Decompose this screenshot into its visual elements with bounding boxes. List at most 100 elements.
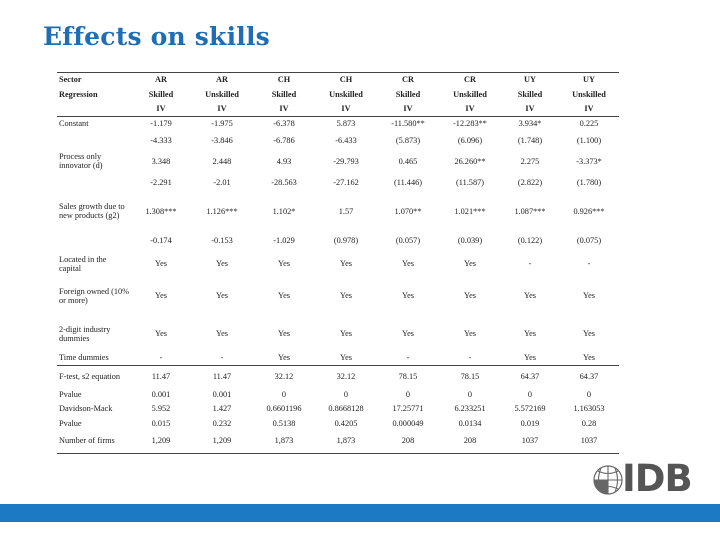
table-cell: (0.978): [333, 236, 359, 246]
table-cell: 1.427: [212, 404, 232, 414]
table-cell: Yes: [463, 329, 477, 339]
table-cell: 1,209: [191, 430, 253, 454]
table-cell: 64.37: [559, 365, 619, 390]
table-cell: 1.070**: [394, 206, 422, 216]
table-cell: -: [587, 259, 591, 269]
idb-logo-text: IDB: [622, 457, 693, 500]
table-cell: (0.075): [576, 236, 602, 246]
table-row: Process only innovator (d) 3.348 2.448 4.93…: [57, 151, 619, 174]
header-cell: Unskilled: [572, 90, 606, 100]
table-cell: 0.5138: [272, 419, 296, 429]
table-cell: -1.179: [131, 116, 191, 132]
header-cell: UY: [559, 72, 619, 88]
header-cell: Unskilled: [329, 90, 363, 100]
row-label: F-test, s2 equation: [57, 365, 131, 390]
table-cell: 0: [405, 389, 411, 399]
table-cell: 208: [439, 430, 501, 454]
table-cell: 4.93: [276, 156, 292, 166]
row-label: Constant: [57, 116, 131, 132]
header-cell: Skilled: [517, 90, 543, 100]
header-cell: IV: [403, 104, 413, 114]
header-cell: IV: [279, 104, 289, 114]
table-cell: Yes: [277, 353, 291, 363]
row-label: Number of firms: [57, 430, 131, 454]
table-row: Pvalue 0.001 0.001 0 0 0 0 0 0: [57, 390, 619, 401]
table-cell: 6.233251: [454, 404, 486, 414]
header-cell: Skilled: [148, 90, 174, 100]
table-cell: Yes: [339, 259, 353, 269]
table-cell: 1037: [559, 430, 619, 454]
table-cell: -: [406, 353, 410, 363]
table-cell: Yes: [401, 291, 415, 301]
table-cell: 26.260**: [454, 156, 486, 166]
row-label: Regression: [59, 90, 98, 100]
table-cell: -: [220, 353, 224, 363]
table-cell: 17.25771: [392, 404, 424, 414]
table-cell: Yes: [277, 291, 291, 301]
regression-table-container: Sector AR AR CH CH CR CR UY UY Regression Skilled U…: [57, 72, 619, 476]
row-label: Time dummies: [59, 353, 109, 363]
table-cell: 0: [343, 389, 349, 399]
header-cell: CR: [377, 72, 439, 88]
table-cell: 0.019: [520, 419, 540, 429]
table-cell: 11.47: [131, 365, 191, 390]
row-label: Sales growth due to new products (g2): [59, 202, 125, 220]
table-cell: (1.748): [517, 135, 543, 145]
table-row: F-test, s2 equation 11.47 11.47 32.12 32.12 7…: [57, 365, 619, 390]
idb-globe-icon: [593, 465, 623, 495]
table-cell: 0.926***: [573, 206, 605, 216]
table-row: -0.174 -0.153 -1.029 (0.978) (0.057) (0.039) (…: [57, 231, 619, 253]
table-cell: Yes: [154, 329, 168, 339]
table-cell: Yes: [582, 353, 596, 363]
table-cell: Yes: [277, 329, 291, 339]
table-cell: Yes: [582, 329, 596, 339]
table-cell: -2.01: [213, 178, 231, 188]
table-cell: -27.162: [333, 178, 359, 188]
header-cell: CH: [315, 72, 377, 88]
table-row: Number of firms 1,209 1,209 1,873 1,873 208 20…: [57, 430, 619, 454]
table-cell: 5.952: [151, 404, 171, 414]
table-cell: 0: [586, 389, 592, 399]
table-row: Time dummies - - Yes Yes - - Yes Yes: [57, 353, 619, 366]
table-cell: (1.780): [576, 178, 602, 188]
table-row: Sales growth due to new products (g2) 1.3…: [57, 194, 619, 231]
header-cell: Unskilled: [205, 90, 239, 100]
table-cell: 0.001: [151, 389, 171, 399]
table-cell: -6.786: [273, 135, 295, 145]
table-cell: -3.373*: [576, 156, 602, 166]
table-cell: -3.846: [211, 135, 233, 145]
table-cell: -0.174: [150, 236, 172, 246]
table-row: Constant -1.179 -1.975 -6.378 5.873 -11.580**…: [57, 116, 619, 132]
table-cell: (2.822): [517, 178, 543, 188]
row-label: [57, 104, 131, 117]
table-cell: Yes: [523, 353, 537, 363]
row-label: Davidson-Mack: [59, 404, 113, 414]
table-cell: 1,209: [131, 430, 191, 454]
footer-bar: [0, 504, 720, 522]
row-label: 2-digit industry dummies: [59, 324, 111, 343]
table-cell: 32.12: [253, 365, 315, 390]
table-cell: 0.4205: [334, 419, 358, 429]
table-cell: 11.47: [191, 365, 253, 390]
table-cell: -6.433: [335, 135, 357, 145]
table-cell: (0.057): [395, 236, 421, 246]
table-cell: Yes: [523, 291, 537, 301]
row-label: [57, 132, 131, 151]
table-cell: Yes: [277, 259, 291, 269]
header-cell: CR: [439, 72, 501, 88]
table-cell: (11.446): [393, 178, 423, 188]
table-cell: 1.308***: [145, 206, 177, 216]
table-cell: Yes: [401, 329, 415, 339]
table-cell: Yes: [215, 291, 229, 301]
table-cell: 2.275: [520, 156, 540, 166]
table-cell: 2.448: [212, 156, 232, 166]
header-cell: AR: [131, 72, 191, 88]
table-cell: 0.465: [398, 156, 418, 166]
table-cell: 78.15: [377, 365, 439, 390]
table-cell: Yes: [154, 259, 168, 269]
table-row: Located in the capital Yes Yes Yes Yes Yes Yes…: [57, 253, 619, 277]
row-label: [57, 174, 131, 194]
table-cell: 5.873: [315, 116, 377, 132]
table-cell: -2.291: [150, 178, 172, 188]
header-cell: Skilled: [395, 90, 421, 100]
